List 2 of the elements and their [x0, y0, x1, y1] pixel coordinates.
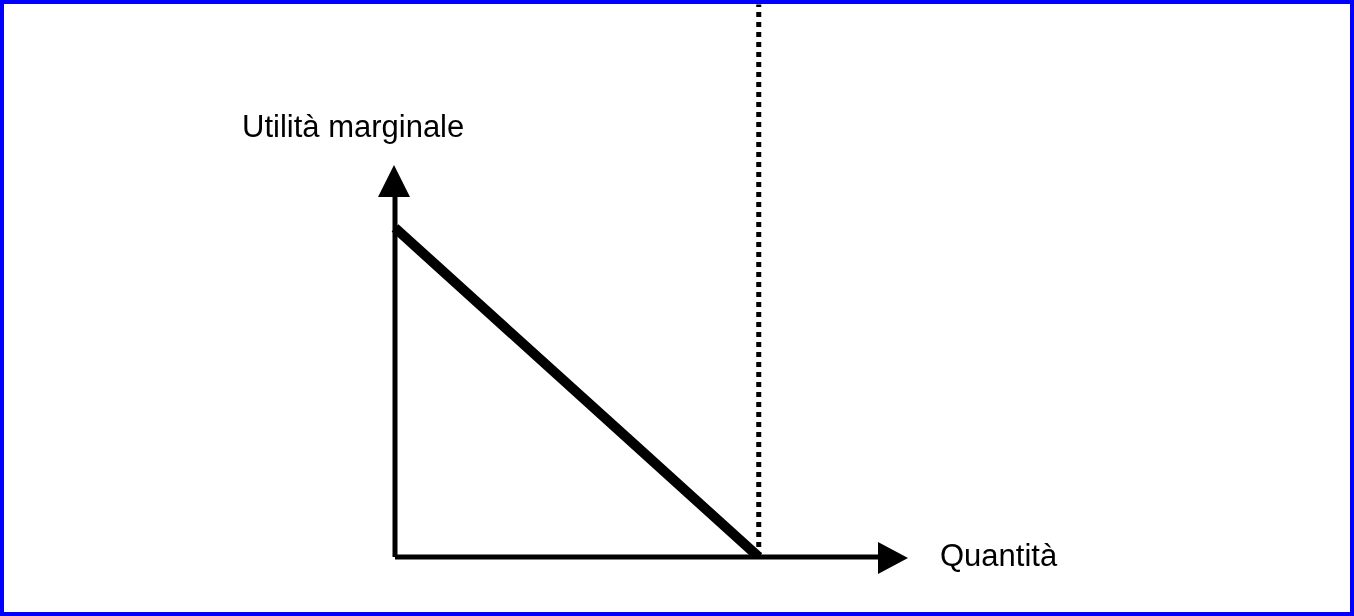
y-axis-title: Utilità marginale [242, 109, 465, 145]
x-axis-title: Quantità [940, 538, 1058, 574]
